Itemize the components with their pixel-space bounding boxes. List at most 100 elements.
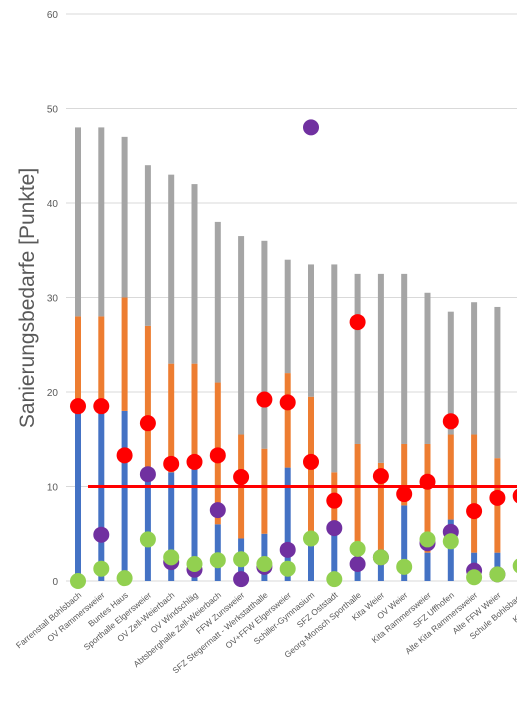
marker-red [256,391,273,408]
bar-segment-2 [121,297,128,411]
markers [70,119,517,589]
marker-green [70,573,86,589]
bar-segment-1 [447,519,454,581]
marker-red [93,398,110,415]
y-tick-label: 20 [47,388,59,399]
marker-red [209,447,226,464]
y-tick-label: 60 [47,10,59,21]
marker-red [186,453,203,470]
marker-green [186,555,203,572]
marker-red [512,488,517,504]
marker-green [139,531,156,548]
y-tick-label: 40 [47,199,59,210]
bar-segment-1 [121,410,128,581]
bar-segment-1 [377,552,384,581]
bar-segment-3 [377,273,384,463]
marker-green [442,533,459,550]
bar-segment-3 [354,273,361,444]
marker-green [349,540,366,557]
marker-green [93,560,110,577]
marker-red [139,415,156,432]
bar-segment-1 [284,467,291,581]
bar-segment-3 [191,184,198,364]
marker-purple [279,541,296,558]
marker-red [163,455,180,472]
bar-segment-3 [308,264,314,397]
bar-segment-3 [144,165,151,326]
bar-segment-1 [98,410,105,581]
bar-segment-2 [98,316,105,411]
bar-segment-3 [424,292,431,444]
bars [75,127,501,581]
bar-segment-2 [447,434,454,520]
bar-segment-2 [354,443,361,553]
bar-segment-2 [424,443,431,553]
marker-green [279,560,296,577]
bar-segment-2 [168,363,175,473]
marker-green [512,558,517,573]
marker-red [233,469,250,486]
bar-segment-1 [331,533,338,581]
marker-red [372,468,389,485]
bar-segment-2 [75,316,81,411]
marker-green [489,566,506,583]
marker-green [233,551,250,568]
marker-red [442,413,459,430]
marker-red [303,453,319,470]
bar-segment-1 [308,543,314,581]
marker-purple [93,526,110,543]
bar-segment-3 [401,273,408,444]
marker-red [70,398,86,415]
bar-segment-3 [284,259,291,374]
bar-segment-3 [214,221,221,383]
bar-segment-3 [238,236,245,435]
bar-segment-2 [144,325,151,473]
marker-red [116,447,133,464]
marker-green [396,558,413,575]
bar-segment-1 [75,410,81,581]
y-tick-label: 10 [47,483,59,494]
marker-purple [139,466,156,483]
y-tick-label: 30 [47,294,59,305]
bar-segment-2 [401,443,408,506]
y-tick-label: 50 [47,105,59,116]
bar-segment-3 [261,240,268,449]
marker-purple [233,571,250,588]
marker-purple [303,119,319,136]
marker-purple [349,555,366,572]
marker-green [466,569,483,586]
marker-red [326,492,343,509]
bar-segment-1 [168,472,175,581]
bar-segment-2 [471,434,478,553]
bar-segment-3 [98,127,105,317]
bar-segment-1 [191,467,198,581]
bar-segment-1 [144,472,151,581]
bar-segment-3 [494,306,501,459]
marker-red [419,473,436,490]
marker-red [349,314,366,331]
marker-red [396,486,413,503]
bar-segment-2 [284,373,291,468]
marker-green [116,570,133,587]
marker-green [419,531,436,548]
bar-segment-3 [471,302,478,435]
marker-green [209,552,226,569]
marker-purple [326,520,343,537]
bar-segment-2 [191,363,198,468]
bar-segment-3 [331,264,338,473]
bar-segment-3 [168,174,175,364]
marker-purple [209,502,226,519]
bar-segment-1 [424,552,431,581]
marker-green [256,555,273,572]
bar-segment-3 [121,136,128,298]
marker-red [279,394,296,411]
y-axis-label: Sanierungsbedarfe [Punkte] [16,168,39,428]
marker-red [489,489,506,506]
marker-green [372,549,389,566]
bar-segment-2 [377,462,384,553]
marker-green [303,530,319,547]
y-axis-ticks: 0 10 20 30 40 50 60 [47,10,59,588]
marker-green [163,549,180,566]
